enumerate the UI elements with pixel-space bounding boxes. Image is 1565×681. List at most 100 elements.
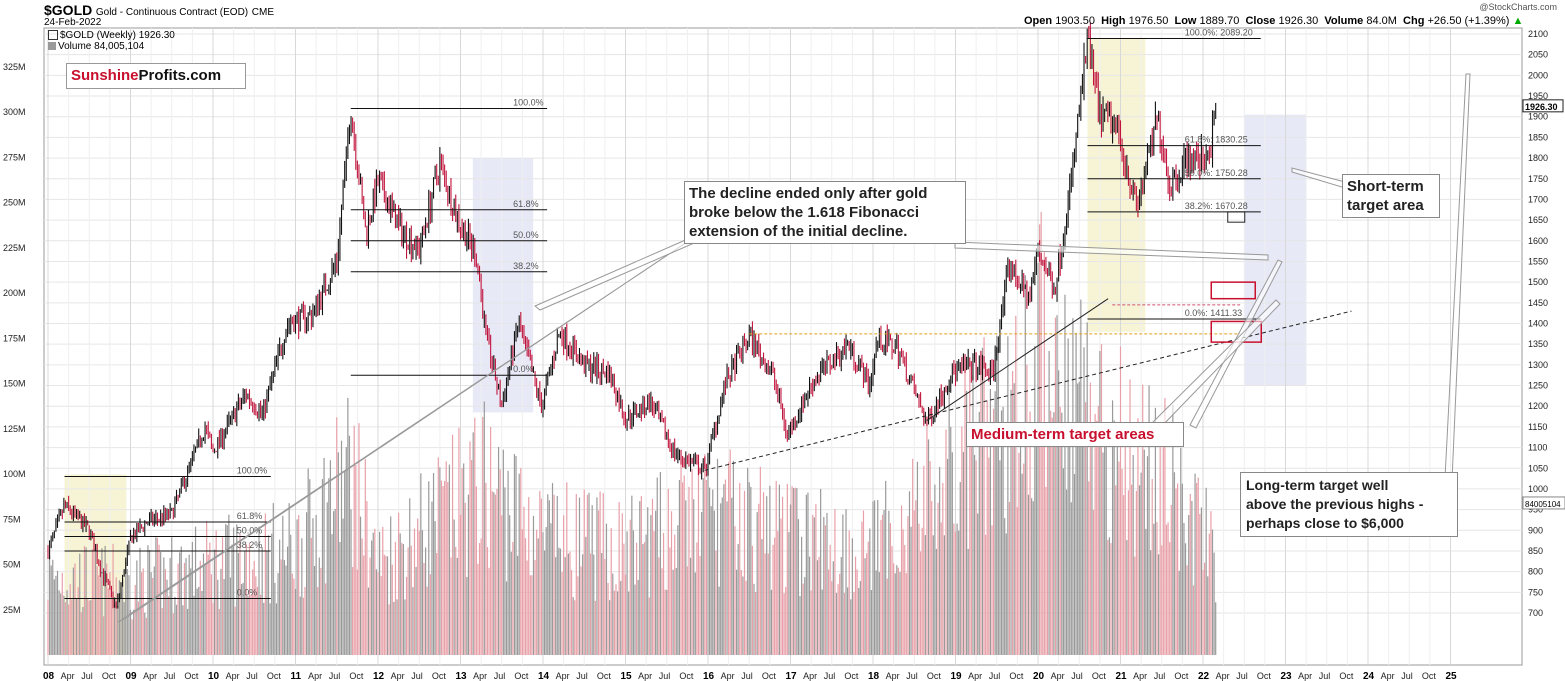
volume-bar <box>791 486 793 655</box>
price-tick-label: 800 <box>1528 567 1543 577</box>
month-tick-label: Jul <box>329 671 341 681</box>
volume-bar <box>820 488 822 655</box>
volume-bar <box>770 589 773 655</box>
volume-bar <box>239 533 241 655</box>
volume-bar <box>723 484 725 655</box>
volume-bar <box>910 526 912 655</box>
volume-bar <box>331 534 333 655</box>
volume-bar <box>847 587 849 655</box>
month-tick-label: Jul <box>1154 671 1166 681</box>
volume-bar <box>328 478 330 655</box>
rising-trendline <box>926 298 1109 422</box>
price-tick-label: 1200 <box>1528 401 1548 411</box>
volume-tick-label: 150M <box>3 379 26 389</box>
volume-bar <box>1165 524 1168 655</box>
volume-bar <box>1194 473 1196 655</box>
year-tick-label: 22 <box>1198 671 1210 681</box>
volume-bar <box>1138 485 1141 655</box>
volume-bar <box>713 510 715 655</box>
volume-bar <box>978 411 980 655</box>
volume-bar <box>699 556 701 655</box>
volume-bar <box>1180 447 1182 655</box>
month-tick-label: Oct <box>927 671 942 681</box>
volume-bar <box>918 523 920 655</box>
volume-bar <box>589 553 592 655</box>
volume-bar <box>869 528 871 655</box>
volume-bar <box>290 534 292 655</box>
volume-bar <box>413 528 416 655</box>
volume-bar <box>277 573 279 655</box>
volume-bar <box>689 557 692 655</box>
volume-bar <box>401 542 403 655</box>
volume-bar <box>420 473 422 655</box>
month-tick-label: Jul <box>1319 671 1331 681</box>
volume-bar <box>867 541 869 655</box>
volume-bar <box>461 468 463 655</box>
callout-decline-wedge-3 <box>954 241 1269 261</box>
month-tick-label: Oct <box>1174 671 1189 681</box>
volume-tick-label: 325M <box>3 62 26 72</box>
volume-bar <box>315 514 317 655</box>
month-tick-label: Jul <box>81 671 93 681</box>
volume-bar <box>96 566 98 655</box>
volume-bar <box>1024 275 1026 655</box>
year-tick-label: 15 <box>621 671 633 681</box>
volume-bar <box>588 492 590 655</box>
volume-bar <box>201 591 203 655</box>
volume-bar <box>1181 483 1183 655</box>
volume-bar <box>64 602 67 655</box>
volume-bar <box>267 535 270 655</box>
last-price-tag <box>1522 99 1564 113</box>
volume-bar <box>704 454 706 655</box>
volume-bar <box>737 543 739 655</box>
volume-bar <box>626 531 628 655</box>
fibonacci-levels: 100.0% 61.8% 50.0% 38.2% 0.0% 100.0% 61.8% 50.0… <box>64 28 1261 600</box>
volume-bar <box>843 592 846 655</box>
volume-bar <box>304 586 306 655</box>
volume-bar <box>505 581 508 655</box>
volume-bar <box>83 546 86 655</box>
volume-bar <box>187 608 189 655</box>
volume-bar <box>179 552 181 655</box>
volume-bar <box>245 544 247 655</box>
volume-bar <box>547 494 549 655</box>
volume-bar <box>542 532 544 655</box>
fib-label: 61.8%: 1830.25 <box>1185 135 1248 145</box>
volume-bar <box>133 609 135 655</box>
volume-bar <box>145 617 147 655</box>
volume-bar <box>1192 585 1195 655</box>
volume-bar <box>521 529 523 655</box>
volume-bar <box>344 470 346 655</box>
description: Gold - Continuous Contract (EOD) <box>95 7 249 18</box>
volume-bar <box>250 595 252 655</box>
month-tick-label: Jul <box>824 671 836 681</box>
fib-label: 50.0% <box>237 525 263 535</box>
volume-bar <box>229 577 232 655</box>
volume-bar <box>1162 426 1164 655</box>
volume-bar <box>946 458 949 655</box>
price-candles <box>47 22 1217 609</box>
volume-bar <box>109 571 111 655</box>
month-tick-label: Jul <box>1401 671 1413 681</box>
volume-bar <box>50 565 52 655</box>
volume-bar <box>1075 332 1077 655</box>
volume-bar <box>835 592 838 655</box>
volume-bar <box>551 483 554 655</box>
volume-bar <box>161 607 163 655</box>
volume-bar <box>658 557 660 655</box>
volume-bar <box>1029 411 1031 655</box>
volume-bar <box>177 563 179 655</box>
volume-bar <box>958 530 960 655</box>
volume-bar <box>934 484 936 655</box>
volume-bar <box>840 557 842 655</box>
volume-bar <box>431 501 433 655</box>
volume-bar <box>888 510 890 655</box>
volume-bar <box>456 557 458 655</box>
volume-bar <box>556 495 558 655</box>
volume-bar <box>1143 449 1145 655</box>
month-tick-label: Jul <box>1071 671 1083 681</box>
volume-bar <box>693 499 695 655</box>
volume-bar <box>233 527 235 655</box>
volume-bar <box>345 447 347 655</box>
annotation-long-term-line2: above the previous highs - <box>1246 496 1424 512</box>
